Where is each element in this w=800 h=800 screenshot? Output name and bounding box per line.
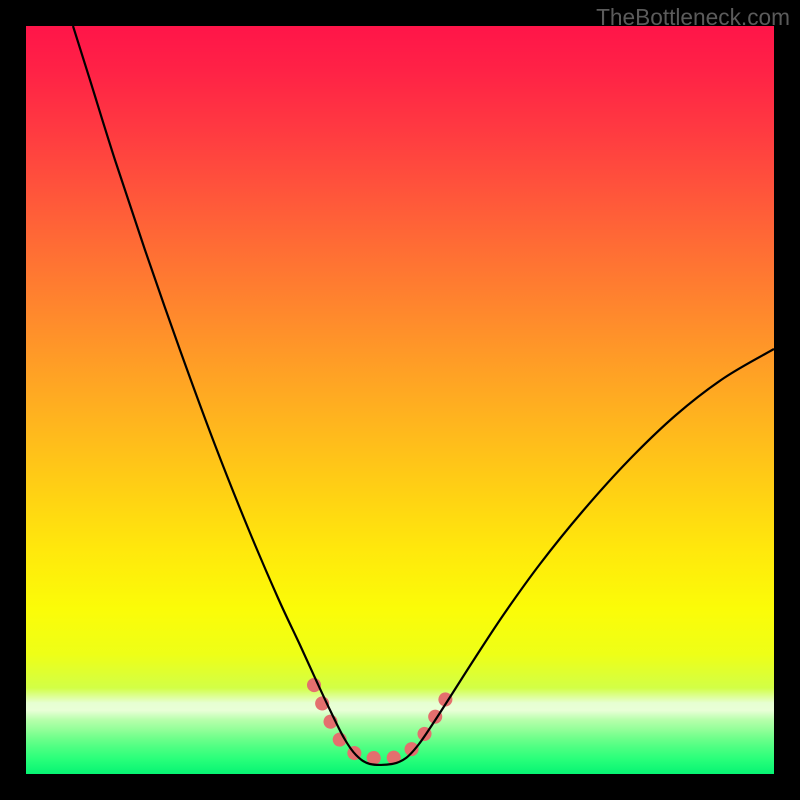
bottleneck-chart bbox=[0, 0, 800, 800]
chart-container: TheBottleneck.com bbox=[0, 0, 800, 800]
gradient-background bbox=[26, 26, 774, 774]
watermark-text: TheBottleneck.com bbox=[596, 4, 790, 31]
